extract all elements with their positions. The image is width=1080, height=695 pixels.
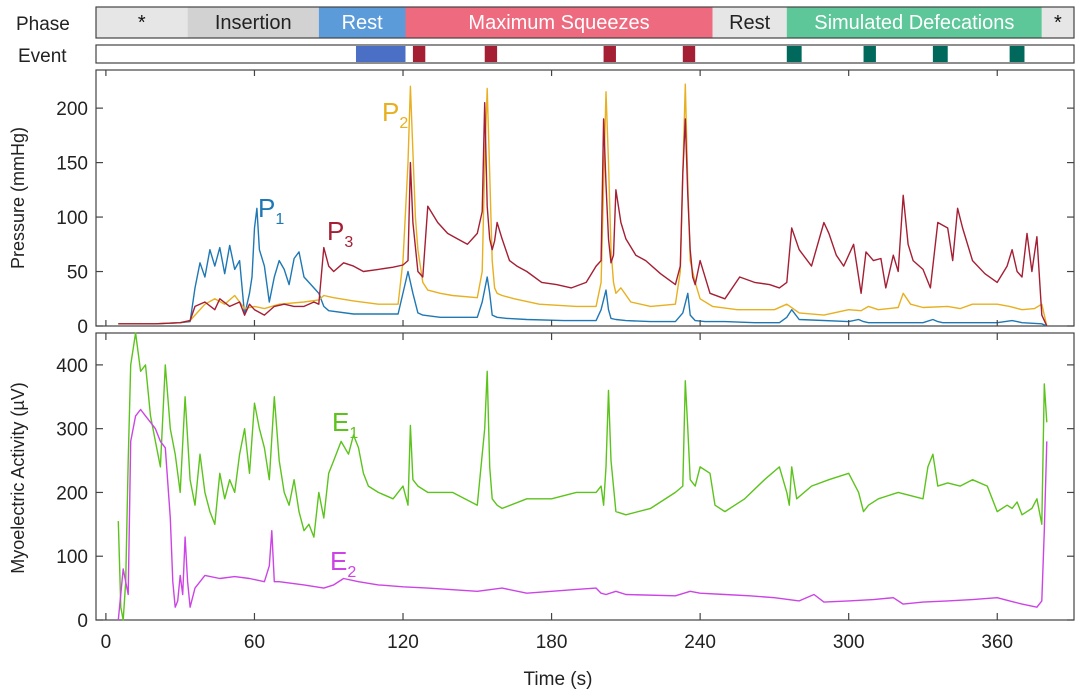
x-tick-label: 60 [244,632,265,653]
event-mark [1009,46,1025,62]
event-row-label: Event [18,46,67,67]
event-mark [355,46,406,62]
phase-label: Rest [729,12,771,34]
x-axis-label: Time (s) [524,669,593,690]
y-tick-label: 50 [67,263,88,284]
pressure-series [118,83,1048,327]
pressure-series-labels: P1 P2 P3 [258,97,408,251]
myoelectric-series [117,332,1048,621]
x-tick-label: 120 [387,632,419,653]
event-frame [95,44,1075,64]
x-tick-label: 0 [101,632,112,653]
phase-segment [96,7,188,38]
series-label: E1 [332,407,358,442]
phase-row-label: Phase [16,14,70,35]
y-tick-label: 100 [56,208,88,229]
phase-segment [187,7,319,38]
x-tick-label: 180 [536,632,568,653]
phase-segment [1041,7,1074,38]
phase-frame [95,6,1075,39]
series-label: P1 [258,193,284,228]
event-mark [603,46,616,62]
pressure-panel: 0 50 100 150 200 Pressure (mmHg) P1 P2 P3 [8,69,1075,338]
pressure-y-axis-label: Pressure (mmHg) [8,127,28,269]
phase-segment [712,7,787,38]
phase-label: * [138,12,146,34]
series-line-e2 [117,408,1048,621]
y-tick-label: 200 [56,483,88,504]
series-line-p2 [118,83,1048,327]
series-label: E2 [330,546,356,581]
y-tick-label: 0 [77,611,88,632]
x-tick-label: 240 [684,632,716,653]
y-tick-label: 150 [56,154,88,175]
phase-label: Maximum Squeezes [468,12,649,34]
x-tick-label: 360 [981,632,1013,653]
phase-segment [405,7,713,38]
phase-segment [786,7,1042,38]
y-tick-label: 300 [56,420,88,441]
phase-label: Insertion [215,12,292,34]
myoelectric-y-axis: 0 100 200 300 400 [56,356,1074,632]
phase-label: Rest [342,12,384,34]
pressure-y-axis: 0 50 100 150 200 [56,99,1074,338]
series-label: P2 [382,97,408,132]
series-line-e1 [117,332,1048,621]
phase-label: Simulated Defecations [814,12,1014,34]
event-mark [932,46,948,62]
y-tick-label: 400 [56,356,88,377]
event-mark [412,46,426,62]
myoelectric-plot-frame [95,332,1075,621]
y-tick-label: 100 [56,547,88,568]
myoelectric-y-axis-label: Myoelectric Activity (µV) [8,382,28,573]
event-mark [484,46,498,62]
series-label: P3 [327,216,353,251]
phase-label: * [1054,12,1062,34]
myoelectric-series-labels: E1 E2 [330,407,358,581]
phase-timeline: * Insertion Rest Maximum Squeezes Rest Simula… [96,7,1074,38]
y-tick-label: 0 [77,317,88,338]
series-line-p3 [118,101,1048,327]
event-mark [786,46,802,62]
event-mark [682,46,696,62]
event-mark [863,46,876,62]
time-x-axis: 0 60 120 180 240 300 360 [101,70,1013,653]
event-timeline [355,46,1025,62]
y-tick-label: 200 [56,99,88,120]
x-tick-label: 300 [833,632,865,653]
phase-segment [318,7,406,38]
